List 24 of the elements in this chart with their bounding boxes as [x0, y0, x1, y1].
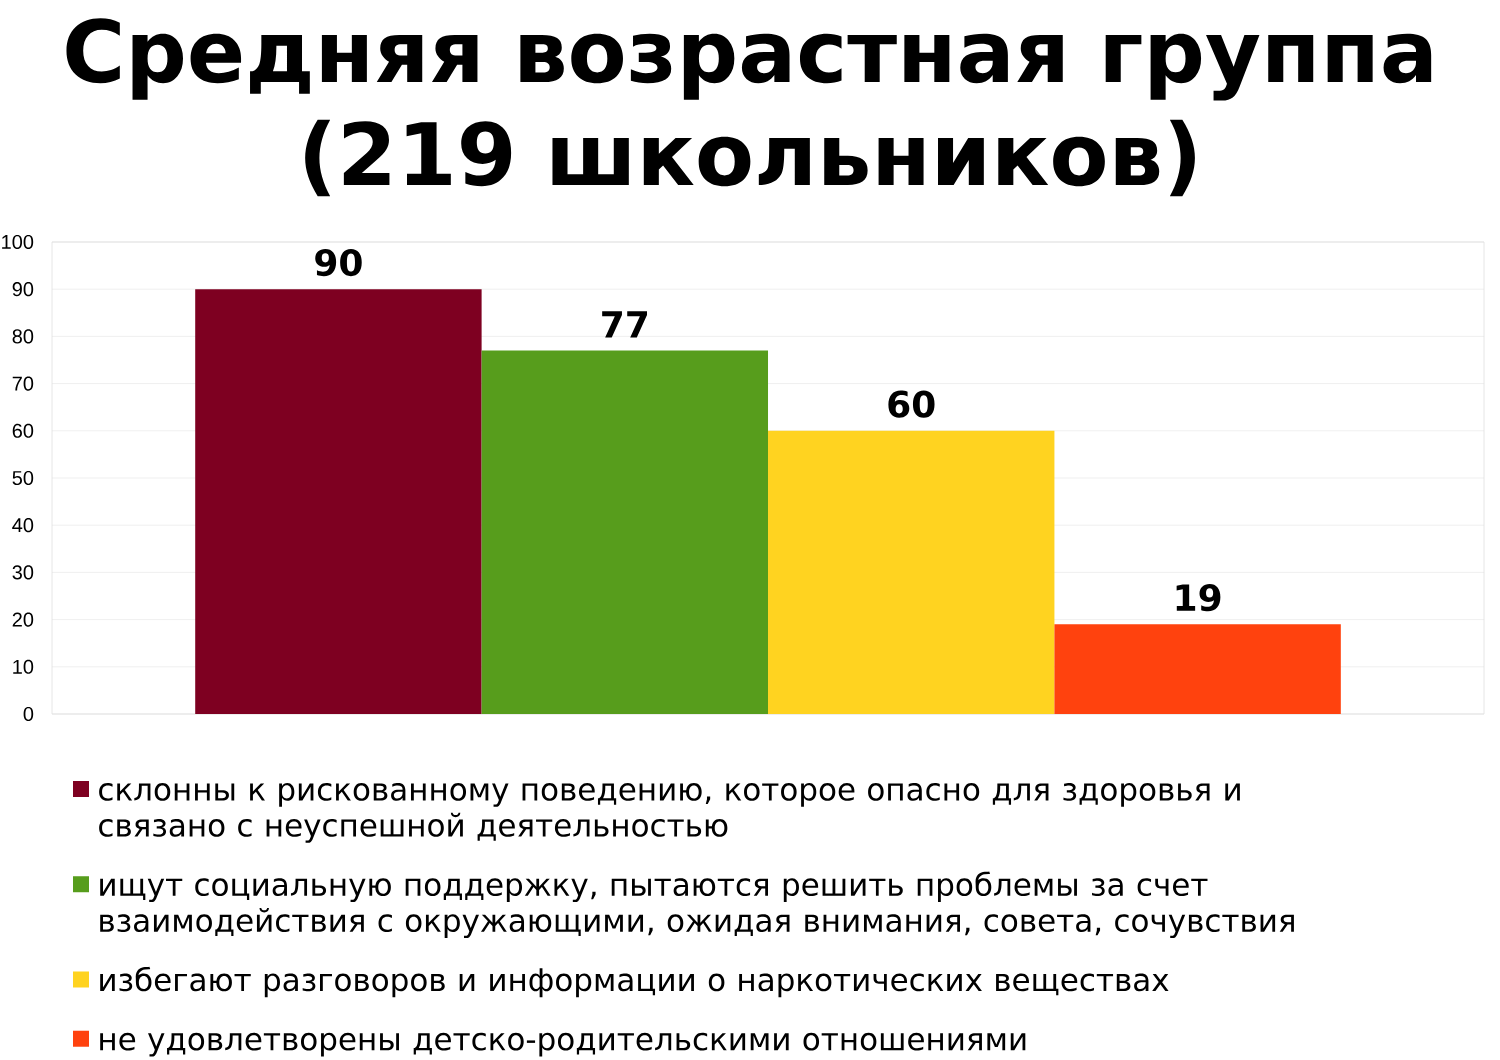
bar: [481, 350, 769, 714]
y-tick-label: 60: [12, 423, 34, 438]
legend-label: склонны к рискованному поведению, которое опасно для здоровья и связано с неуспешной деятельностью: [99, 783, 1240, 843]
bar: [195, 289, 482, 714]
bar: [768, 430, 1055, 714]
y-tick-label: 40: [12, 518, 34, 533]
y-tick-label: 30: [12, 565, 34, 580]
data-label: 77: [602, 311, 648, 338]
y-tick-label: 10: [13, 659, 34, 674]
y-tick-label: 100: [2, 234, 34, 250]
y-tick-label: 90: [12, 282, 34, 297]
data-label: 19: [1176, 584, 1221, 612]
chart-title: Средняя возрастная группа (219 школьников): [66, 18, 1432, 197]
data-label: 60: [888, 390, 935, 418]
data-label: 90: [315, 248, 362, 277]
y-tick-label: 80: [12, 329, 34, 344]
legend-label: избегают разговоров и информации о наркотических веществах: [100, 966, 1169, 998]
y-tick-label: 20: [12, 612, 34, 627]
bar: [1054, 624, 1341, 714]
legend-label: ищут социальную поддержку, пытаются решить проблемы за счет взаимодействия с окружающими, ожидая внимания, совета, сочувствия: [100, 871, 1294, 939]
legend-label: не удовлетворены детско-родительскими отношениями: [100, 1032, 1026, 1057]
y-tick-label: 0: [23, 706, 34, 722]
y-tick-label: 70: [12, 376, 34, 391]
y-tick-label: 50: [12, 470, 34, 486]
